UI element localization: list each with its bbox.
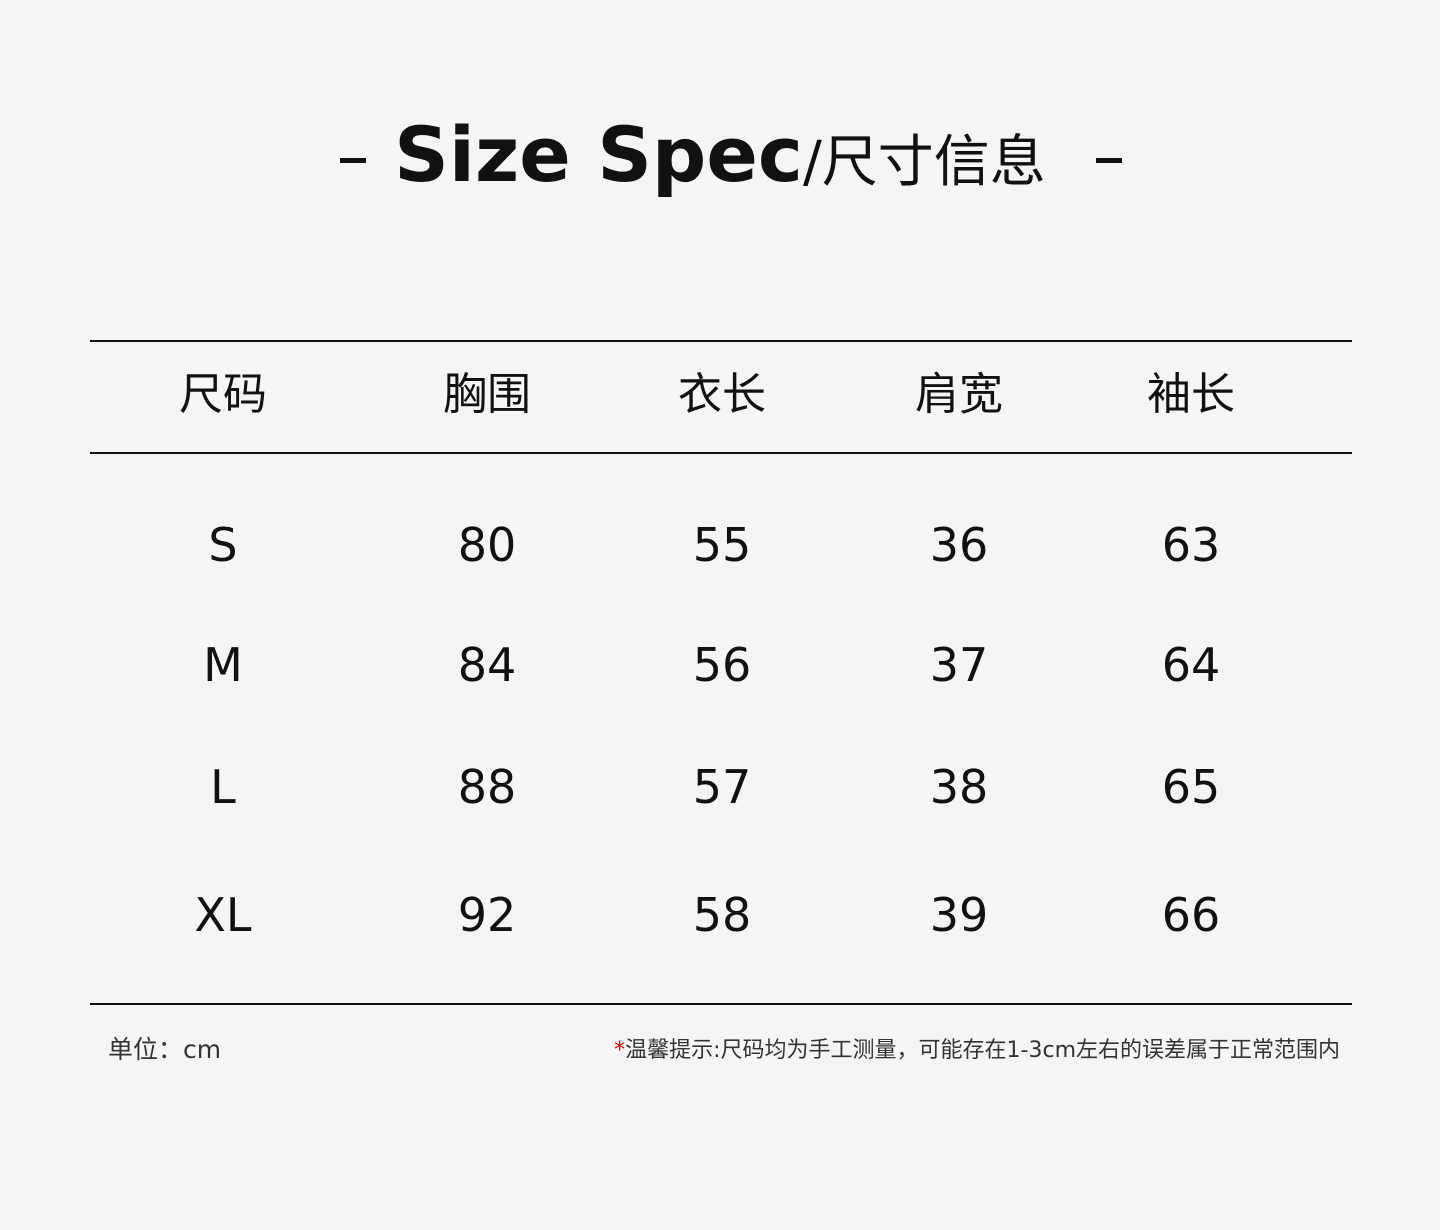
column-header: 袖长 xyxy=(1147,369,1235,420)
column-header: 肩宽 xyxy=(915,369,1003,420)
table-cell: S xyxy=(208,518,238,572)
table-cell: 65 xyxy=(1161,760,1221,814)
title-english: Size Spec xyxy=(394,110,803,199)
table-cell: 39 xyxy=(929,888,989,942)
table-cell: 66 xyxy=(1161,888,1221,942)
table-cell: 56 xyxy=(692,638,752,692)
title-dash-right xyxy=(1096,158,1122,163)
table-bottom-rule xyxy=(90,1003,1352,1005)
table-cell: 38 xyxy=(929,760,989,814)
table-cell: 57 xyxy=(692,760,752,814)
table-cell: M xyxy=(203,638,243,692)
table-cell: 63 xyxy=(1161,518,1221,572)
table-header-rule xyxy=(90,452,1352,454)
table-cell: 37 xyxy=(929,638,989,692)
table-cell: 64 xyxy=(1161,638,1221,692)
table-top-rule xyxy=(90,340,1352,342)
table-cell: 84 xyxy=(457,638,517,692)
page-title: Size Spec/尺寸信息 xyxy=(0,110,1440,199)
note-asterisk: * xyxy=(614,1038,626,1063)
table-cell: 36 xyxy=(929,518,989,572)
unit-label: 单位：cm xyxy=(108,1035,222,1064)
table-cell: 88 xyxy=(457,760,517,814)
note-text: 温馨提示:尺码均为手工测量，可能存在1-3cm左右的误差属于正常范围内 xyxy=(625,1038,1340,1063)
table-cell: 55 xyxy=(692,518,752,572)
table-cell: 58 xyxy=(692,888,752,942)
column-header: 胸围 xyxy=(443,369,531,420)
measurement-note: *温馨提示:尺码均为手工测量，可能存在1-3cm左右的误差属于正常范围内 xyxy=(614,1032,1340,1064)
title-dash-left xyxy=(340,158,366,163)
title-chinese: /尺寸信息 xyxy=(802,130,1046,195)
column-header: 尺码 xyxy=(179,369,267,420)
table-cell: 92 xyxy=(457,888,517,942)
column-header: 衣长 xyxy=(678,369,766,420)
table-cell: L xyxy=(210,760,236,814)
table-cell: 80 xyxy=(457,518,517,572)
table-cell: XL xyxy=(194,888,252,942)
